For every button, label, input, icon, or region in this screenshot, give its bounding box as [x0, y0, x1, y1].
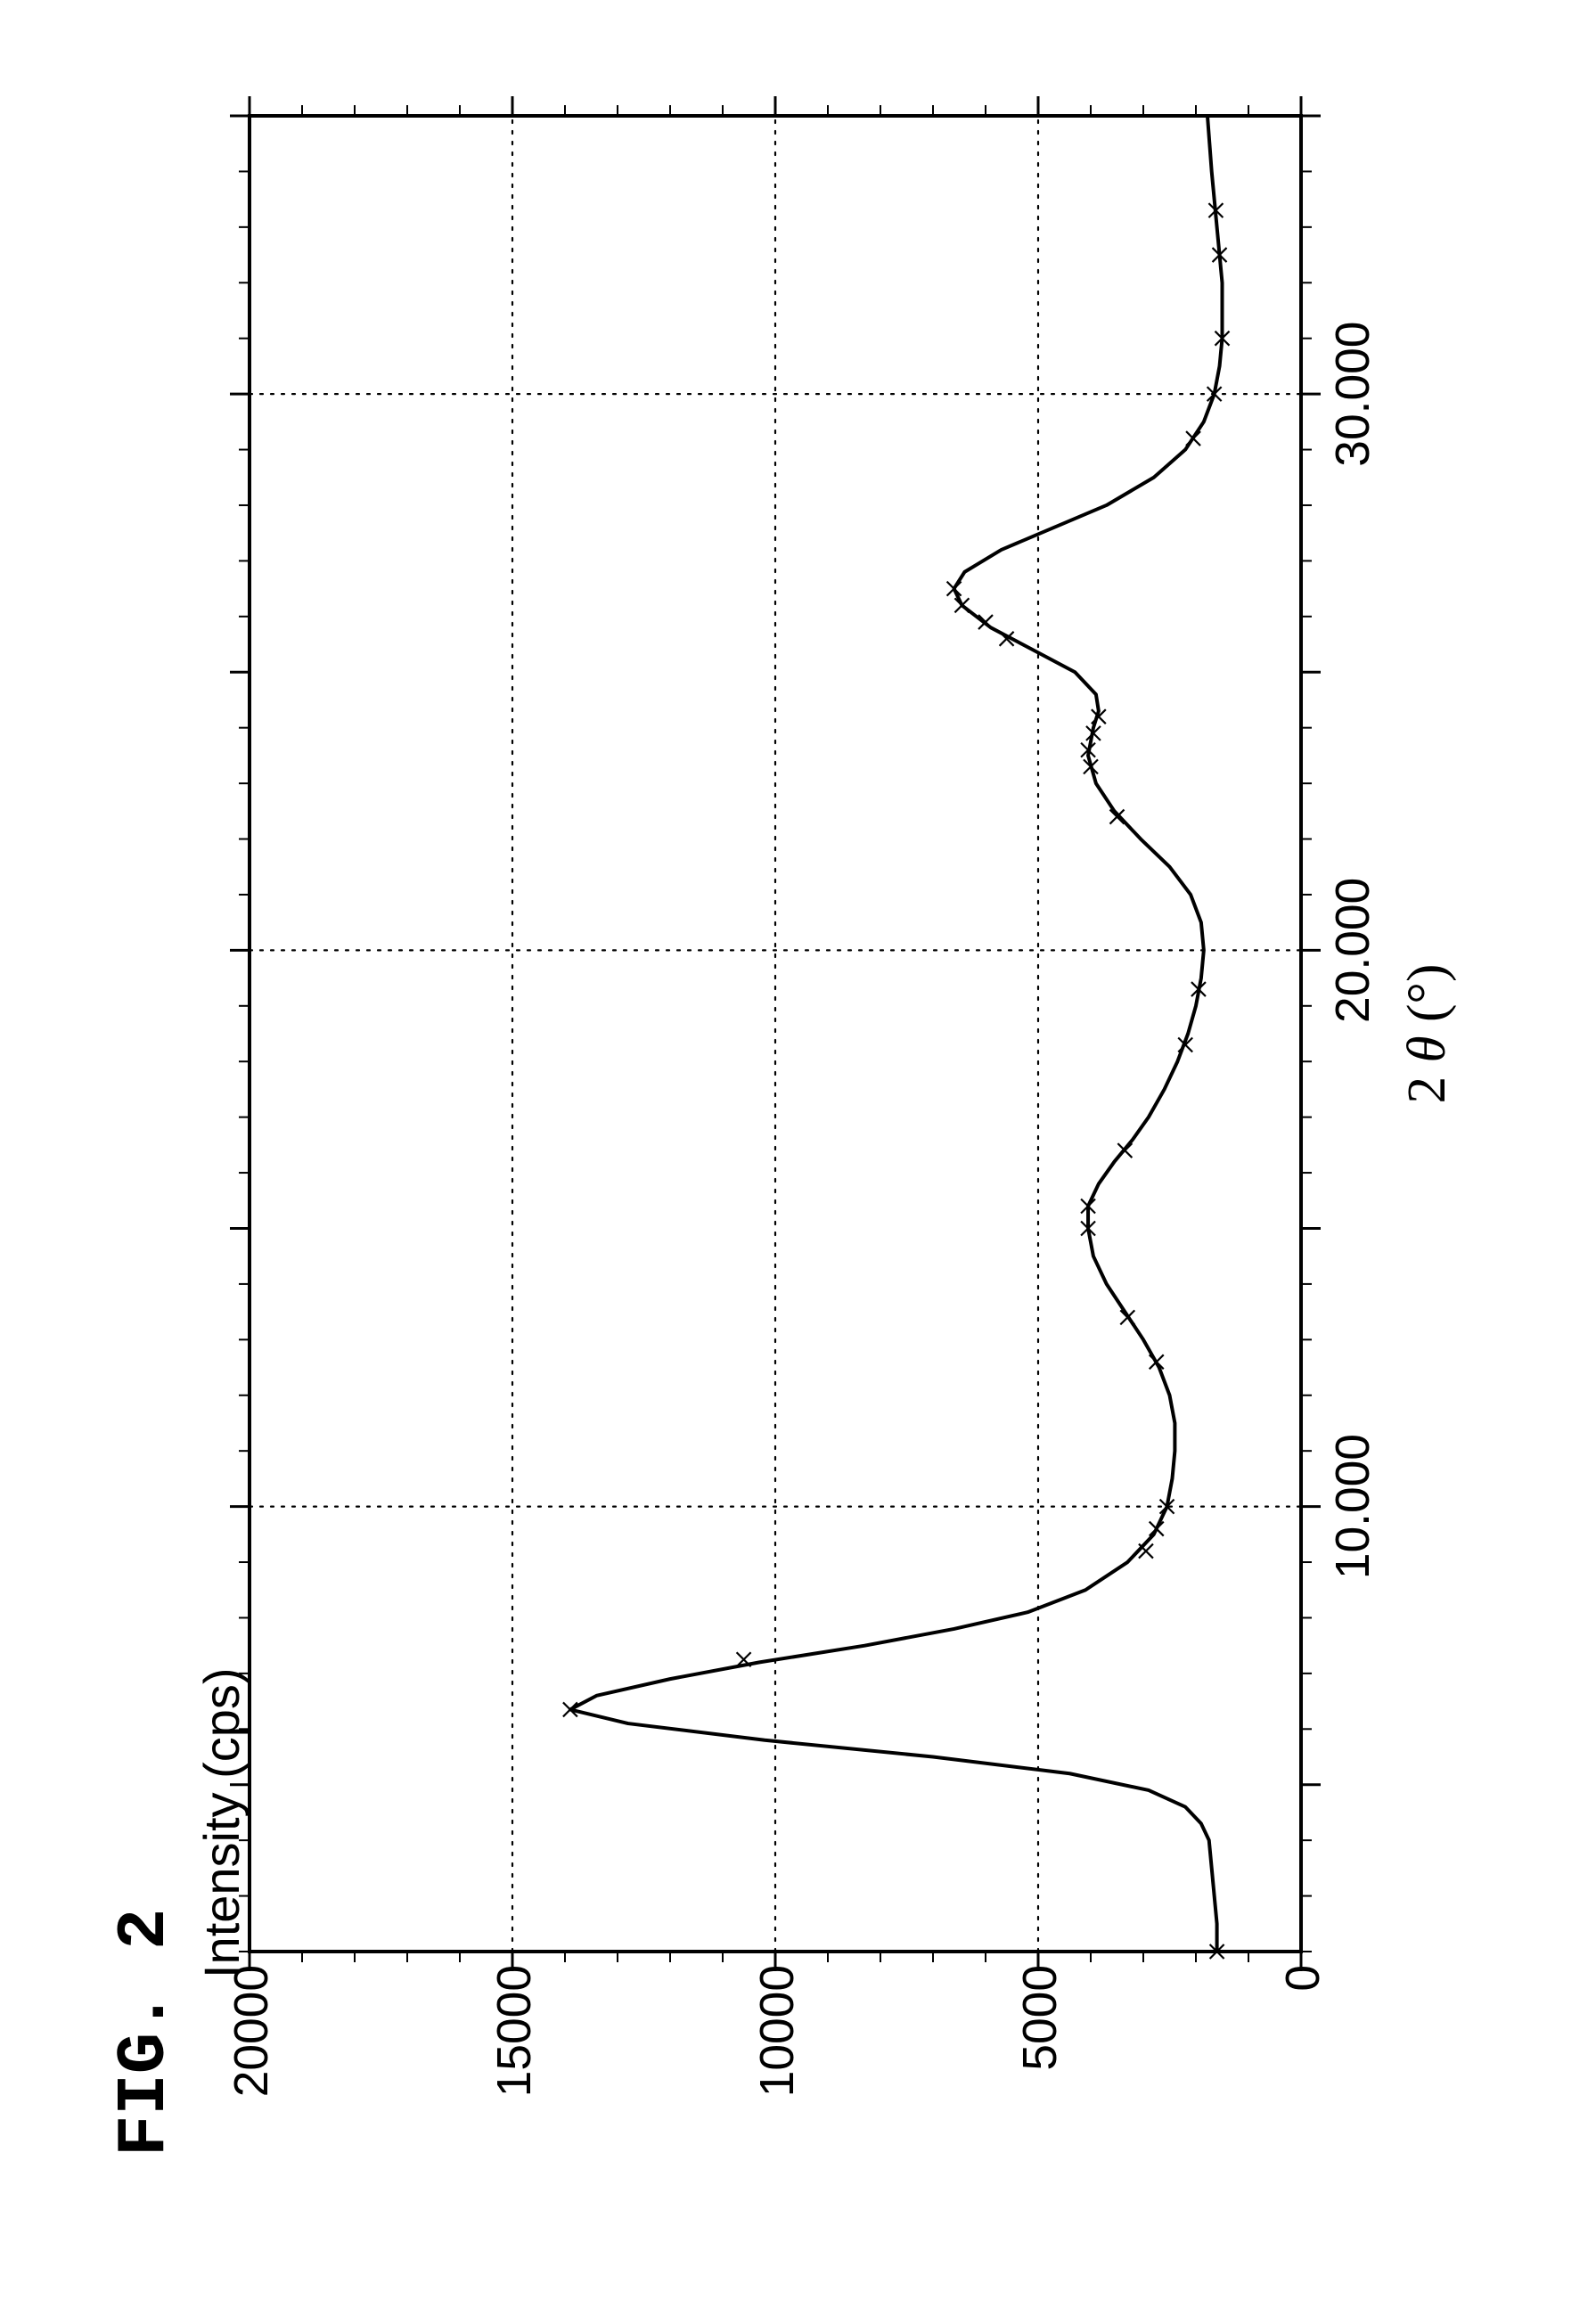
x-axis-title: 2 θ (°)	[1395, 964, 1459, 1104]
y-tick-label: 10000	[750, 1965, 805, 2143]
xrd-chart	[250, 116, 1301, 1952]
y-tick-label: 20000	[225, 1965, 279, 2143]
x-axis-title-suffix: (°)	[1396, 964, 1457, 1022]
x-tick-label: 20.000	[1326, 834, 1380, 1066]
y-axis-title: Intensity (cps)	[192, 1667, 250, 1978]
y-tick-label: 15000	[487, 1965, 542, 2143]
x-tick-label: 10.000	[1326, 1391, 1380, 1623]
x-axis-title-prefix: 2	[1396, 1076, 1457, 1104]
x-tick-label: 30.000	[1326, 278, 1380, 510]
y-tick-label: 5000	[1013, 1965, 1068, 2143]
figure-stage: FIG. 2 Intensity (cps) 2 θ (°) 0 5000 1000…	[0, 0, 1596, 2308]
x-axis-title-theta: θ	[1396, 1035, 1457, 1062]
figure-label: FIG. 2	[107, 1909, 184, 2157]
y-tick-label: 0	[1276, 1965, 1330, 2143]
